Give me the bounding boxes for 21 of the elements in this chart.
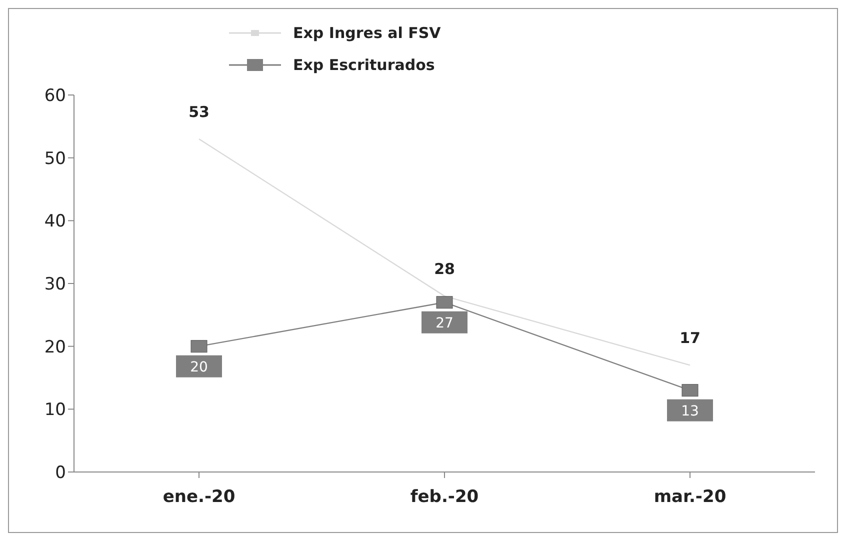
x-tick-label: ene.-20 [162, 487, 236, 508]
x-tick-label: feb.-20 [410, 487, 479, 508]
data-label: 27 [436, 315, 454, 332]
data-label: 13 [681, 403, 699, 420]
legend-label: Exp Escriturados [293, 56, 435, 74]
x-tick-label: mar.-20 [654, 487, 726, 508]
y-tick-label: 30 [44, 274, 66, 295]
y-tick-label: 60 [44, 86, 66, 106]
point [436, 296, 453, 309]
y-tick-label: 40 [44, 212, 66, 232]
data-label: 28 [434, 260, 455, 278]
data-label: 20 [190, 359, 208, 376]
point [190, 340, 208, 353]
y-tick-label: 50 [44, 148, 66, 169]
data-label: 17 [680, 329, 700, 348]
data-label: 53 [188, 102, 210, 121]
y-tick-label: 20 [44, 337, 66, 358]
y-tick-label: 10 [44, 400, 66, 420]
point [682, 384, 698, 397]
legend-label: Exp Ingres al FSV [293, 24, 441, 42]
y-tick-label: 0 [55, 463, 66, 484]
